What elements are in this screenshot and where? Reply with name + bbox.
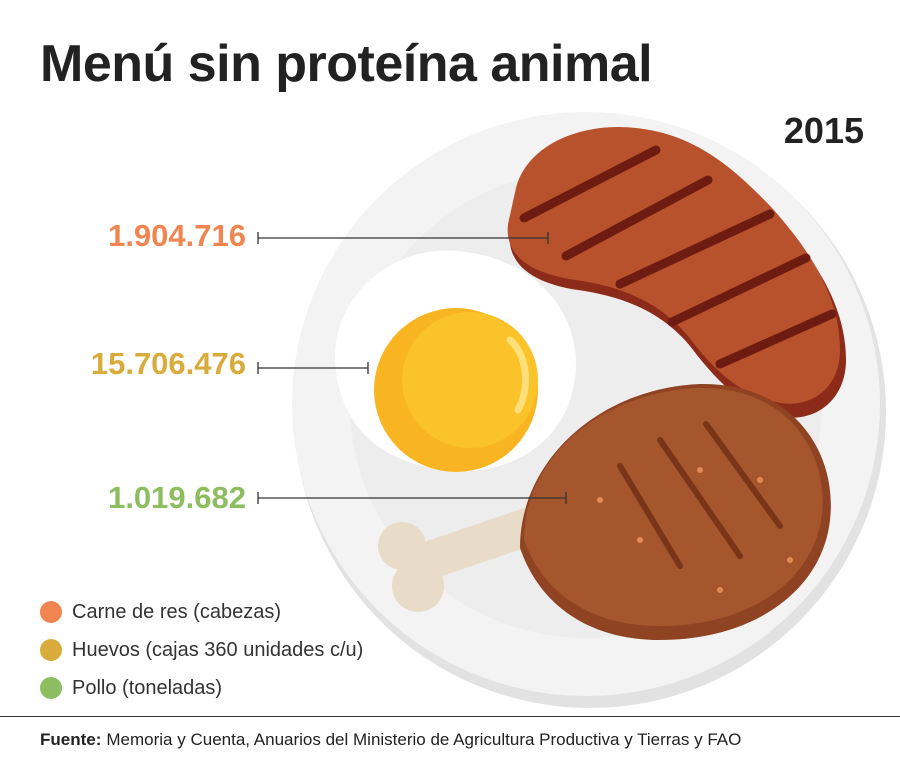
leader-line-eggs	[257, 362, 369, 374]
eggs-value: 15.706.476	[90, 346, 246, 381]
year-label: 2015	[783, 110, 864, 151]
steak	[507, 126, 846, 418]
legend: Carne de res (cabezas) Huevos (cajas 360…	[40, 593, 363, 707]
chicken-drumstick	[378, 383, 831, 640]
source-text: Memoria y Cuenta, Anuarios del Ministeri…	[106, 730, 742, 749]
leader-line-beef	[257, 232, 549, 244]
source-note: Fuente: Memoria y Cuenta, Anuarios del Mi…	[40, 730, 741, 750]
legend-dot-chicken	[40, 677, 62, 699]
legend-dot-beef	[40, 601, 62, 623]
legend-dot-eggs	[40, 639, 62, 661]
fried-egg	[334, 250, 576, 472]
legend-label-chicken: Pollo (toneladas)	[72, 676, 223, 699]
page-title: Menú sin proteína animal	[40, 35, 653, 93]
beef-value: 1.904.716	[108, 218, 246, 253]
legend-item-chicken: Pollo (toneladas)	[40, 669, 363, 707]
legend-item-beef: Carne de res (cabezas)	[40, 593, 363, 631]
legend-label-eggs: Huevos (cajas 360 unidades c/u)	[72, 638, 364, 661]
footer-divider	[0, 716, 900, 717]
leader-line-chicken	[257, 492, 567, 504]
legend-item-eggs: Huevos (cajas 360 unidades c/u)	[40, 631, 363, 669]
chicken-value: 1.019.682	[108, 480, 246, 515]
source-label: Fuente:	[40, 730, 102, 749]
legend-label-beef: Carne de res (cabezas)	[72, 600, 281, 623]
